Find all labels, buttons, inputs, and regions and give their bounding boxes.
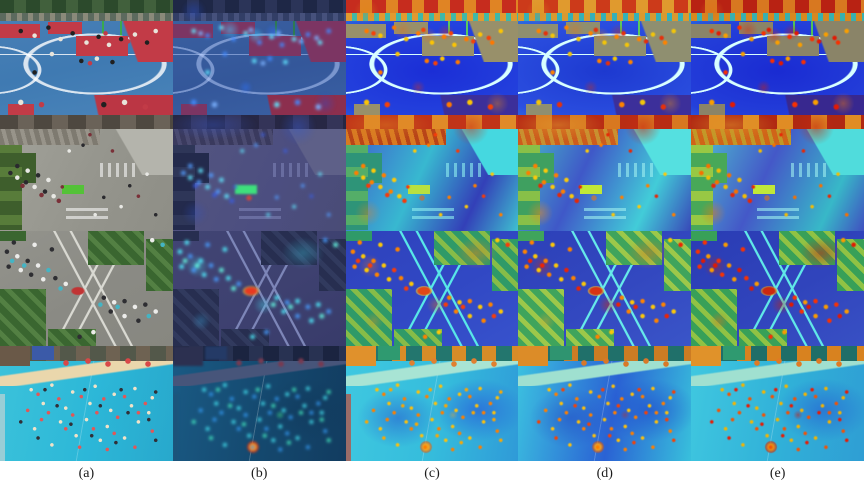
image-intersection-original bbox=[0, 230, 173, 346]
image-waterpark-heatmap-c bbox=[345, 345, 519, 461]
caption-label-a: (a) bbox=[78, 465, 95, 481]
caption-label-d: (d) bbox=[596, 465, 613, 481]
image-intersection-heatmap-e bbox=[691, 230, 864, 346]
image-basketball-original bbox=[0, 0, 173, 116]
image-grid bbox=[0, 0, 864, 461]
image-basketball-heatmap-c bbox=[345, 0, 519, 116]
image-intersection-heatmap-d bbox=[518, 230, 692, 346]
image-basketball-heatmap-e bbox=[691, 0, 864, 116]
image-plaza-heatmap-e bbox=[691, 115, 864, 231]
image-plaza-heatmap-c bbox=[345, 115, 519, 231]
caption-row: (a) (b) (c) (d) (e) bbox=[0, 461, 864, 486]
image-intersection-heatmap-c bbox=[345, 230, 519, 346]
caption-label-b: (b) bbox=[251, 465, 268, 481]
image-waterpark-original bbox=[0, 345, 173, 461]
image-intersection-sparse-attention bbox=[172, 230, 346, 346]
image-plaza-sparse-attention bbox=[172, 115, 346, 231]
image-plaza-heatmap-d bbox=[518, 115, 692, 231]
image-waterpark-heatmap-e bbox=[691, 345, 864, 461]
caption-label-c: (c) bbox=[424, 465, 440, 481]
image-waterpark-sparse-attention bbox=[172, 345, 346, 461]
image-basketball-heatmap-d bbox=[518, 0, 692, 116]
image-basketball-sparse-attention bbox=[172, 0, 346, 116]
caption-label-e: (e) bbox=[769, 465, 786, 481]
image-plaza-original bbox=[0, 115, 173, 231]
image-waterpark-heatmap-d bbox=[518, 345, 692, 461]
